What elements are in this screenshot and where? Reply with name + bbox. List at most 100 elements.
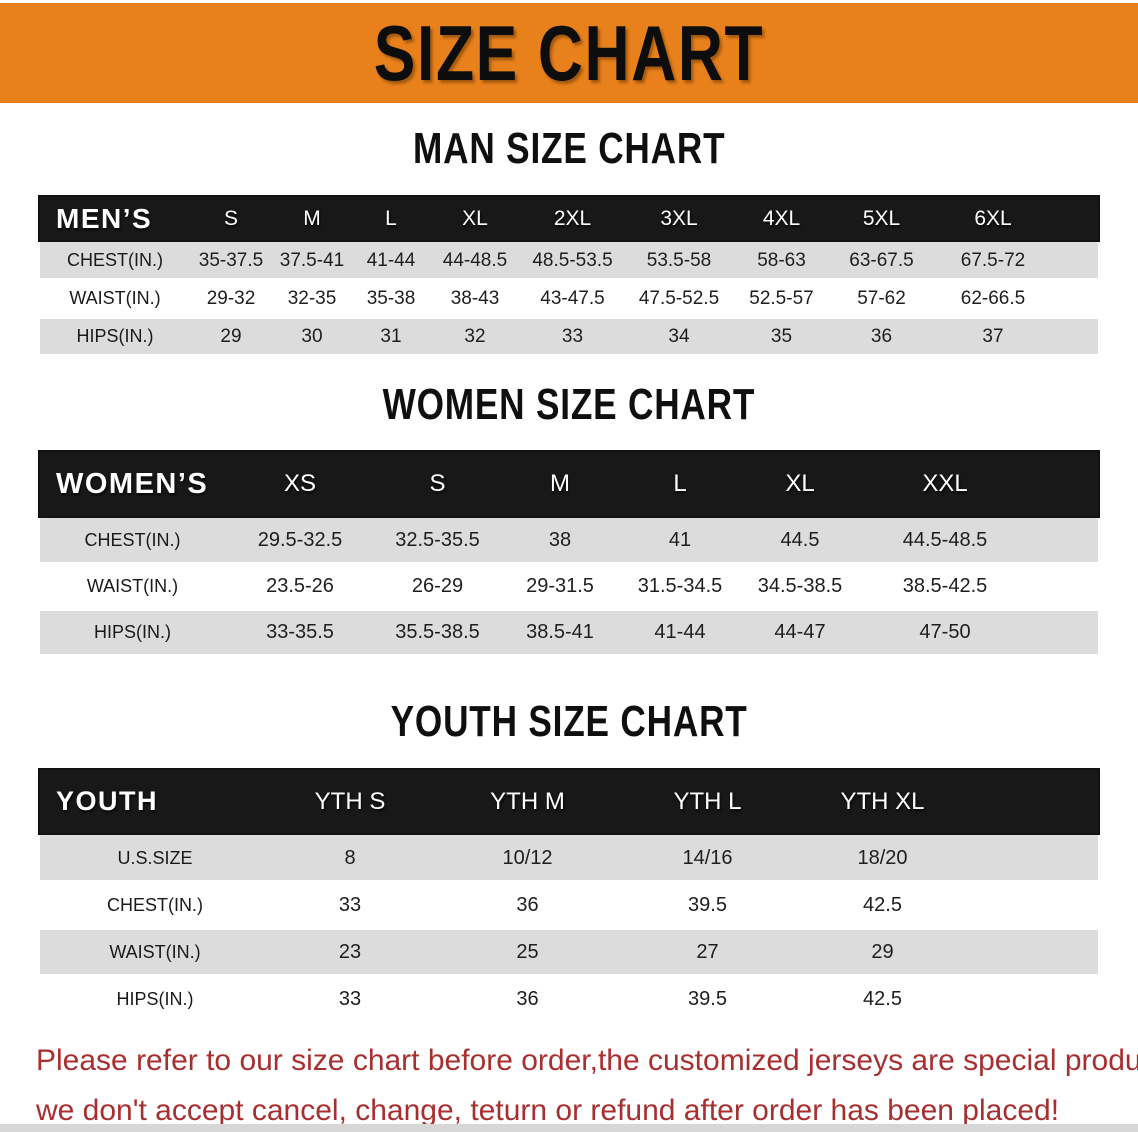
cell-value: 29-32: [206, 287, 256, 309]
table-row: HIPS(IN.) 29 30 31 32 33 34 35 36 37: [40, 319, 1098, 354]
cell-value: 39.5: [688, 893, 727, 916]
cell-value: 38-43: [450, 287, 500, 309]
cell-value: 31: [380, 325, 402, 347]
cell-value: 25: [516, 940, 539, 963]
man-section-heading-text: MAN SIZE CHART: [412, 124, 726, 173]
cell-value: 10/12: [502, 846, 553, 869]
table-row: WAIST(IN.) 23.5-26 26-29 29-31.5 31.5-34.5 34…: [40, 565, 1098, 608]
cell-value: 39.5: [688, 987, 727, 1010]
bottom-edge-strip: [0, 1124, 1138, 1132]
cell-value: 52.5-57: [749, 287, 814, 309]
column-header: 3XL: [660, 206, 698, 230]
cell-value: 47.5-52.5: [638, 287, 720, 309]
man-section-heading: MAN SIZE CHART: [0, 124, 1138, 174]
row-label: WAIST(IN.): [69, 288, 161, 308]
column-header: XXL: [922, 470, 968, 497]
table-row: HIPS(IN.) 33-35.5 35.5-38.5 38.5-41 41-44 44-…: [40, 611, 1098, 654]
cell-value: 29: [871, 940, 894, 963]
cell-value: 38: [548, 529, 572, 551]
column-header: XL: [785, 470, 815, 497]
cell-value: 33: [561, 325, 584, 347]
cell-value: 67.5-72: [960, 249, 1026, 271]
cell-value: 29-31.5: [526, 575, 594, 597]
table-row: WAIST(IN.) 29-32 32-35 35-38 38-43 43-47.5 47.…: [40, 281, 1098, 316]
cell-value: 44.5: [780, 529, 820, 551]
table-row: U.S.SIZE 8 10/12 14/16 18/20: [40, 836, 1098, 880]
cell-value: 33: [338, 987, 362, 1010]
table-header-row: WOMEN’S XS S M L XL XXL: [40, 452, 1098, 516]
cell-value: 48.5-53.5: [532, 249, 613, 271]
row-label: CHEST(IN.): [107, 894, 203, 915]
cell-value: 44-47: [774, 621, 826, 643]
cell-value: 33-35.5: [266, 621, 334, 643]
youth-section-heading: YOUTH SIZE CHART: [0, 697, 1138, 747]
row-label: HIPS(IN.): [116, 988, 194, 1009]
disclaimer-text: Please refer to our size chart before or…: [36, 1036, 1138, 1132]
cell-value: 32: [464, 325, 486, 347]
column-header: XL: [462, 206, 488, 230]
cell-value: 42.5: [863, 893, 902, 916]
disclaimer-line-1: Please refer to our size chart before or…: [36, 1044, 1138, 1077]
column-header: L: [385, 206, 397, 230]
cell-value: 53.5-58: [646, 249, 712, 271]
cell-value: 8: [344, 846, 356, 869]
youth-size-table: YOUTH YTH S YTH M YTH L YTH XL U.S.SIZE 8 10/12…: [40, 770, 1098, 1021]
women-section-heading-text: WOMEN SIZE CHART: [382, 380, 756, 429]
cell-value: 37.5-41: [279, 249, 345, 271]
men-size-table: MEN’S S M L XL 2XL 3XL 4XL 5XL 6XL CHEST(IN.) 35-37…: [40, 197, 1098, 354]
cell-value: 34: [668, 325, 690, 347]
table-header-row: YOUTH YTH S YTH M YTH L YTH XL: [40, 770, 1098, 833]
table-row: CHEST(IN.) 35-37.5 37.5-41 41-44 44-48.5 48.5…: [40, 243, 1098, 278]
women-section-heading: WOMEN SIZE CHART: [0, 380, 1138, 430]
row-label: U.S.SIZE: [117, 847, 193, 868]
table-row: CHEST(IN.) 33 36 39.5 42.5: [40, 883, 1098, 927]
cell-value: 36: [870, 325, 893, 347]
disclaimer-line-2: we don't accept cancel, change, teturn o…: [36, 1094, 1060, 1127]
column-header: 4XL: [762, 206, 801, 230]
cell-value: 35-37.5: [198, 249, 264, 271]
cell-value: 14/16: [682, 846, 733, 869]
cell-value: 44.5-48.5: [902, 529, 988, 551]
table-title-cell: YOUTH: [56, 786, 158, 816]
row-label: HIPS(IN.): [76, 326, 154, 346]
women-size-table: WOMEN’S XS S M L XL XXL CHEST(IN.) 29.5-32.5 32.5…: [40, 452, 1098, 654]
cell-value: 41: [668, 529, 692, 551]
row-label: CHEST(IN.): [67, 250, 163, 270]
column-header: YTH XL: [840, 787, 925, 815]
cell-value: 35: [770, 325, 793, 347]
cell-value: 27: [696, 940, 719, 963]
cell-value: 23.5-26: [266, 575, 334, 597]
column-header: YTH L: [673, 787, 742, 815]
cell-value: 63-67.5: [849, 249, 914, 271]
cell-value: 58-63: [757, 249, 806, 271]
table-row: WAIST(IN.) 23 25 27 29: [40, 930, 1098, 974]
column-header: YTH S: [314, 787, 386, 815]
cell-value: 62-66.5: [960, 287, 1026, 309]
cell-value: 37: [982, 325, 1004, 347]
cell-value: 38.5-42.5: [902, 575, 988, 597]
cell-value: 41-44: [366, 249, 416, 271]
column-header: S: [429, 470, 446, 497]
cell-value: 32-35: [287, 287, 337, 309]
cell-value: 36: [516, 987, 539, 1010]
table-header-row: MEN’S S M L XL 2XL 3XL 4XL 5XL 6XL: [40, 197, 1098, 240]
column-header: 2XL: [553, 206, 592, 230]
cell-value: 31.5-34.5: [637, 575, 723, 597]
row-label: HIPS(IN.): [93, 622, 171, 642]
banner-title: SIZE CHART: [373, 8, 765, 97]
cell-value: 42.5: [863, 987, 902, 1010]
cell-value: 29.5-32.5: [257, 529, 343, 551]
cell-value: 57-62: [857, 287, 906, 309]
cell-value: 36: [516, 893, 539, 916]
cell-value: 26-29: [411, 575, 464, 597]
table-row: HIPS(IN.) 33 36 39.5 42.5: [40, 977, 1098, 1021]
column-header: S: [223, 206, 238, 230]
cell-value: 18/20: [857, 846, 908, 869]
cell-value: 23: [338, 940, 362, 963]
cell-value: 30: [301, 325, 323, 347]
row-label: WAIST(IN.): [109, 941, 201, 962]
table-row: CHEST(IN.) 29.5-32.5 32.5-35.5 38 41 44.5 44.5…: [40, 519, 1098, 562]
column-header: 5XL: [862, 206, 901, 230]
column-header: M: [550, 470, 570, 497]
